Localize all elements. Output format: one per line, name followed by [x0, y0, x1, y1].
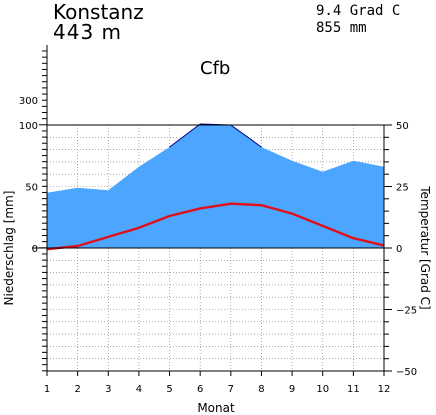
x-tick-label: 6	[197, 384, 203, 395]
x-tick-label: 4	[136, 384, 142, 395]
left-tick-label: 50	[25, 183, 38, 194]
x-tick-label: 3	[105, 384, 111, 395]
left-tick-label: 0	[32, 244, 38, 255]
right-tick-label: −25	[396, 306, 417, 317]
right-tick-label: 0	[396, 244, 402, 255]
left-tick-label: 300	[19, 96, 38, 107]
x-tick-label: 12	[378, 384, 391, 395]
right-tick-label: −50	[396, 367, 417, 378]
x-tick-label: 11	[347, 384, 360, 395]
station-elevation: 443 m	[53, 20, 123, 44]
x-tick-label: 8	[258, 384, 264, 395]
right-axis-label: Temperatur [Grad C]	[418, 185, 432, 309]
temperature-line	[46, 202, 385, 251]
x-axis-label: Monat	[197, 401, 235, 415]
x-tick-label: 7	[228, 384, 234, 395]
x-tick-label: 5	[166, 384, 172, 395]
x-tick-label: 1	[44, 384, 50, 395]
annual-precipitation: 855 mm	[316, 20, 367, 36]
left-axis-label: Niederschlag [mm]	[2, 191, 16, 306]
right-tick-label: 50	[396, 121, 409, 132]
station-name: Konstanz	[53, 0, 144, 24]
left-tick-label: 100	[19, 121, 38, 132]
x-tick-label: 2	[74, 384, 80, 395]
x-tick-label: 9	[289, 384, 295, 395]
axes	[32, 45, 392, 376]
right-tick-label: 25	[396, 183, 409, 194]
annual-temperature: 9.4 Grad C	[316, 3, 401, 19]
climate-class: Cfb	[200, 58, 231, 79]
x-tick-label: 10	[316, 384, 329, 395]
